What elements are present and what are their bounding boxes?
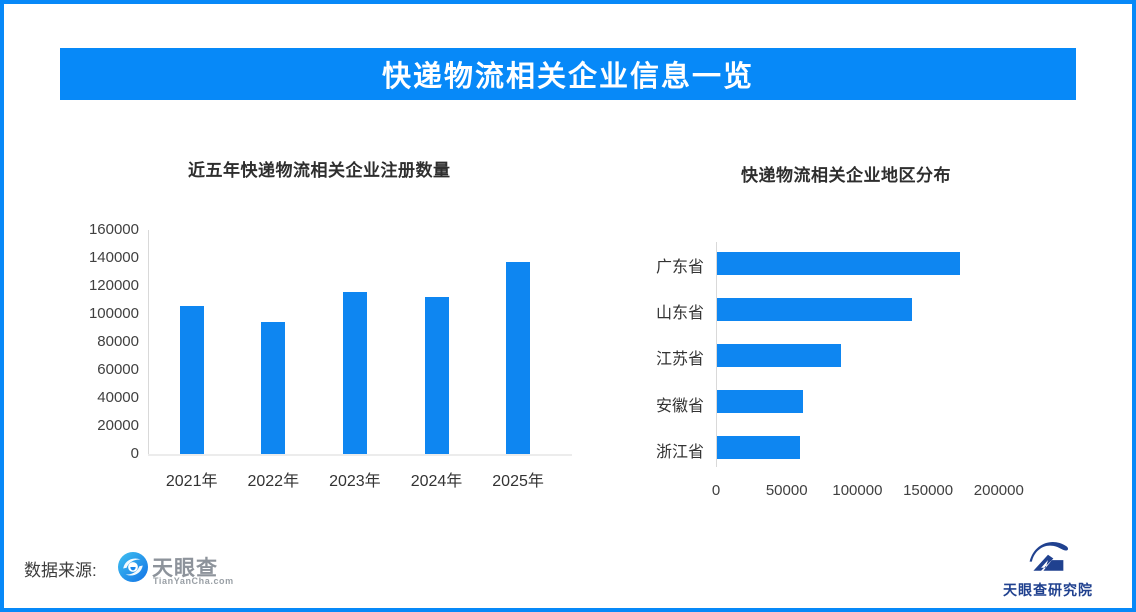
hbar-安徽省	[717, 390, 804, 414]
category-label: 山东省	[655, 305, 704, 323]
y-axis-tick-label: 0	[130, 445, 139, 462]
data-source-label: 数据来源:	[24, 561, 97, 580]
hbar-山东省	[717, 297, 913, 321]
page-title: 快递物流相关企业信息一览	[381, 61, 754, 93]
x-axis-tick-label: 150000	[903, 482, 954, 499]
bar-2025年	[506, 261, 531, 454]
bar-2023年	[342, 291, 367, 454]
hbar-广东省	[717, 251, 961, 275]
category-label: 江苏省	[655, 351, 704, 369]
right-chart-title: 快递物流相关企业地区分布	[741, 166, 951, 185]
category-label: 浙江省	[655, 443, 704, 461]
x-axis-tick-label: 0	[711, 482, 721, 499]
tianyancha-logo-icon	[118, 552, 148, 582]
bar-2021年	[179, 305, 204, 454]
x-axis-tick-label: 100000	[832, 482, 883, 499]
bar-2022年	[261, 322, 286, 454]
x-axis-category-label: 2025年	[492, 473, 544, 490]
y-axis-tick-label: 20000	[97, 417, 139, 434]
x-axis-tick-label: 200000	[973, 482, 1024, 499]
x-axis-category-label: 2023年	[329, 473, 381, 490]
y-axis-tick-label: 40000	[97, 389, 139, 406]
bar-2024年	[424, 297, 449, 454]
x-axis-line	[148, 454, 572, 456]
title-banner: 快递物流相关企业信息一览	[60, 48, 1076, 100]
category-label: 广东省	[655, 259, 704, 276]
research-institute-logo-icon	[1029, 542, 1069, 571]
hbar-江苏省	[717, 343, 842, 367]
x-axis-category-label: 2024年	[410, 473, 463, 490]
y-axis-tick-label: 60000	[97, 361, 139, 378]
hbar-浙江省	[717, 436, 801, 460]
research-institute-wordmark: 天眼查研究院	[1003, 582, 1093, 598]
tianyancha-domain: TianYanCha.com	[153, 576, 234, 586]
x-axis-category-label: 2022年	[247, 473, 300, 490]
y-axis-tick-label: 160000	[88, 221, 139, 238]
tianyancha-wordmark: 天眼查	[152, 557, 218, 580]
category-label: 安徽省	[655, 397, 704, 415]
left-chart-title: 近五年快递物流相关企业注册数量	[188, 161, 451, 180]
y-axis-line	[148, 230, 149, 454]
x-axis-tick-label: 50000	[765, 482, 808, 499]
y-axis-tick-label: 120000	[88, 277, 139, 294]
y-axis-tick-label: 140000	[88, 249, 139, 266]
y-axis-tick-label: 80000	[97, 333, 139, 350]
x-axis-category-label: 2021年	[165, 473, 218, 490]
y-axis-tick-label: 100000	[88, 305, 139, 322]
y-axis-line-right	[716, 242, 717, 467]
